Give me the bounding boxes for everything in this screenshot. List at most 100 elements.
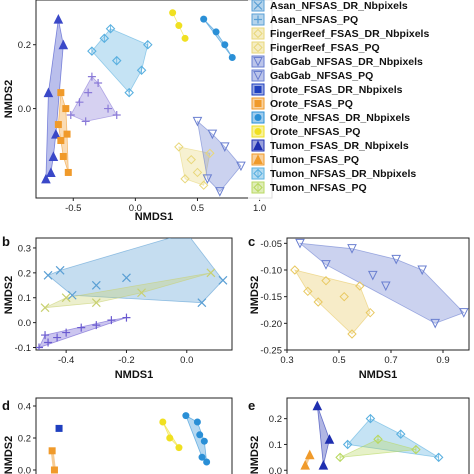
panel-a-point-1-4 xyxy=(64,168,72,176)
panel-a-point-7-0 xyxy=(169,9,177,17)
panel-c-point-1-2 xyxy=(347,244,357,254)
panel-b-point-2-2 xyxy=(53,333,62,342)
panel-b: b -0.1 0.0 0.1 0.2 0.3 -0.4 -0.2 0.0 NMDS2 NMDS… xyxy=(2,234,233,381)
panel-d-point-2-5 xyxy=(203,458,211,466)
legend-label-2: FingerReef_FSAS_DR_Nbpixels xyxy=(270,28,429,40)
panel-a-point-4-3 xyxy=(205,148,215,158)
panel-a-hull-3 xyxy=(91,28,149,94)
panel-c-xtick-label-1: 0.5 xyxy=(332,355,345,366)
panel-a-point-0-1 xyxy=(46,167,56,177)
panel-b-hull-1 xyxy=(44,272,212,309)
panel-d-ytick-label-2: 0.4 xyxy=(18,402,31,413)
legend-background xyxy=(248,0,474,200)
panel-b-ytick-label-4: 0.3 xyxy=(18,243,31,254)
panel-b-point-0-3 xyxy=(122,273,131,283)
panel-b-point-2-0 xyxy=(36,343,44,350)
panel-b-ytick-label-1: 0.0 xyxy=(18,318,31,329)
panel-d-point-2-1 xyxy=(193,418,201,426)
panel-b-point-1-2 xyxy=(91,298,101,308)
panel-b-point-0-5 xyxy=(218,275,228,285)
panel-e-hull-3 xyxy=(339,438,417,458)
panel-e-point-0-0 xyxy=(312,400,323,411)
legend-marker-6 xyxy=(254,86,262,93)
panel-a-hulls xyxy=(45,12,242,193)
panel-a-point-2-1 xyxy=(75,98,84,107)
panel-c-ytick-label-4: -0.25 xyxy=(260,346,282,357)
panel-a-point-0-3 xyxy=(43,87,54,98)
panel-d-point-1-1 xyxy=(50,466,58,474)
legend-label-6: Orote_FSAS_DR_Nbpixels xyxy=(270,84,403,96)
panel-b-point-2-5 xyxy=(92,321,101,330)
panel-b-xtick-label-2: 0.0 xyxy=(180,355,193,366)
panel-a-hull-5 xyxy=(196,120,242,193)
legend-swatch-4 xyxy=(251,55,265,68)
panel-a-point-2-5 xyxy=(112,110,121,119)
legend-swatch-5 xyxy=(251,69,265,82)
panel-a-point-0-4 xyxy=(53,14,64,24)
panel-a-ylabel: NMDS2 xyxy=(3,80,15,119)
panel-c-point-0-7 xyxy=(313,297,323,307)
legend-marker-9 xyxy=(254,128,262,135)
panel-a-point-1-1 xyxy=(57,137,65,145)
panel-a-point-5-5 xyxy=(215,187,225,197)
legend-label-9: Orote_NFSAS_PQ xyxy=(270,126,360,138)
panel-c: c -0.05-0.10-0.15-0.20-0.250.3 0.5 0.7 0.9 … xyxy=(248,234,470,381)
panel-c-ylabel: NMDS2 xyxy=(249,276,261,315)
panel-d-ytick-label-1: 0.2 xyxy=(18,434,31,445)
panel-e-ylabel: NMDS2 xyxy=(249,436,261,474)
panel-a-point-6-1 xyxy=(212,28,220,36)
panel-d-point-0-0 xyxy=(55,424,63,432)
legend-marker-2 xyxy=(253,28,263,39)
panel-a-point-4-0 xyxy=(174,142,184,152)
panel-a-point-1-3 xyxy=(59,152,67,160)
legend-label-7: Orote_FSAS_PQ xyxy=(270,98,353,110)
legend-marker-3 xyxy=(253,42,263,53)
panel-c-label: c xyxy=(248,234,255,249)
panel-a-point-7-1 xyxy=(175,22,183,30)
panel-b-points xyxy=(36,265,228,350)
panel-a-point-1-5 xyxy=(57,89,65,97)
panel-a-point-2-6 xyxy=(81,117,90,126)
panel-e-hull-0 xyxy=(316,405,330,466)
panel-e: e 0.0 0.1 0.2 NMDS2 xyxy=(248,397,470,474)
panel-c-point-1-8 xyxy=(380,281,391,292)
panel-b-point-2-6 xyxy=(107,316,116,325)
panel-a-ytick-label-0: 0.0 xyxy=(18,104,31,115)
panel-d-point-3-2 xyxy=(175,444,183,452)
panel-b-ytick-label-0: -0.1 xyxy=(15,343,31,354)
panel-c-hull-1 xyxy=(298,242,465,324)
panel-e-points xyxy=(300,400,444,470)
panel-d-ticks: 0.0 0.2 0.4 xyxy=(18,402,36,474)
legend-swatch-2 xyxy=(251,27,265,40)
panel-b-point-1-4 xyxy=(206,268,216,278)
panel-c-xtick-label-3: 0.9 xyxy=(436,355,449,366)
panel-c-xtick-label-0: 0.3 xyxy=(280,355,293,366)
panel-a-point-4-4 xyxy=(198,180,209,190)
panel-d-point-3-1 xyxy=(166,434,174,442)
panel-c-point-1-3 xyxy=(367,270,378,281)
legend-label-3: FingerReef_FSAS_PQ xyxy=(270,42,380,54)
panel-a-point-5-1 xyxy=(207,129,218,140)
panel-b-point-0-1 xyxy=(55,265,65,275)
panel-a-ticks: 0.0 0.2 -0.5 0.0 0.5 1.0 xyxy=(18,40,266,214)
panel-a-ytick-label-1: 0.2 xyxy=(18,40,31,51)
panel-c-hull-0 xyxy=(293,269,371,335)
legend-label-5: GabGab_NFSAS_PQ xyxy=(270,70,373,82)
panel-b-point-0-2 xyxy=(91,280,101,290)
panel-c-point-0-2 xyxy=(321,275,331,286)
panel-a-point-1-6 xyxy=(63,130,71,138)
panel-e-hulls xyxy=(303,405,439,466)
panel-a-xtick-label-2: 0.5 xyxy=(191,203,204,214)
panel-c-ytick-label-1: -0.10 xyxy=(260,266,282,277)
panel-e-ytick-label-1: 0.1 xyxy=(269,440,282,451)
panel-a-point-4-2 xyxy=(192,167,203,178)
panel-c-hulls xyxy=(293,242,465,335)
panel-a-point-0-6 xyxy=(48,151,59,161)
panel-b-point-1-3 xyxy=(137,288,146,298)
legend-marker-7 xyxy=(254,100,262,107)
legend-marker-8 xyxy=(254,114,262,121)
panel-d-hulls xyxy=(50,414,208,471)
panel-a-point-5-3 xyxy=(236,161,246,172)
panel-d-ytick-label-0: 0.0 xyxy=(18,466,31,474)
